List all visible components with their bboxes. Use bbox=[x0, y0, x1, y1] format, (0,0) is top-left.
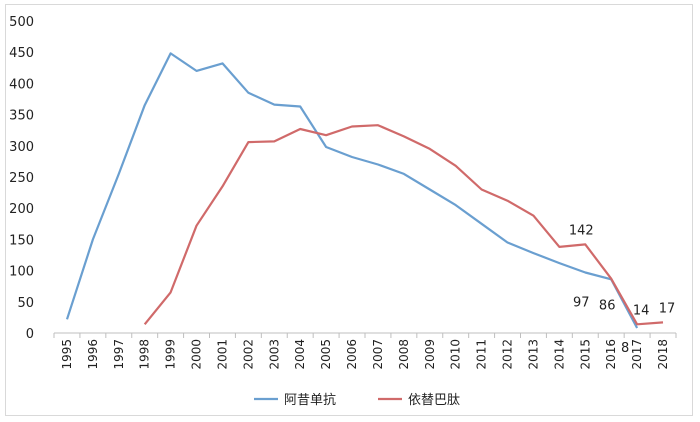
data-label: 8 bbox=[621, 341, 629, 356]
y-tick-label: 400 bbox=[9, 77, 34, 92]
x-tick-label: 2006 bbox=[345, 339, 359, 370]
x-tick-label: 2008 bbox=[397, 339, 411, 370]
y-tick-label: 0 bbox=[26, 327, 34, 342]
data-label: 17 bbox=[659, 301, 676, 316]
series-lines bbox=[65, 52, 664, 329]
y-tick-label: 150 bbox=[9, 233, 34, 248]
y-tick-label: 50 bbox=[17, 296, 34, 311]
x-axis: 1995 1996 1997 1998 1999 2000 2001 2002 2003 2004… bbox=[53, 332, 677, 370]
x-tick-label: 2004 bbox=[293, 339, 307, 370]
data-label: 142 bbox=[569, 223, 594, 238]
y-tick-label: 500 bbox=[9, 15, 34, 30]
x-tick-label: 2000 bbox=[190, 339, 204, 370]
data-label: 97 bbox=[573, 295, 590, 310]
x-tick-label: 2018 bbox=[656, 339, 670, 370]
x-tick-label: 2017 bbox=[630, 339, 644, 370]
data-labels: 97 86 8 142 14 17 bbox=[569, 223, 675, 356]
x-tick-label: 2013 bbox=[526, 339, 540, 370]
x-tick-label: 1996 bbox=[86, 339, 100, 370]
data-label: 86 bbox=[599, 298, 616, 313]
x-tick-label: 1995 bbox=[60, 339, 74, 370]
chart-frame: 0 50 100 150 200 250 300 350 400 450 500 1995 1996 1… bbox=[5, 4, 693, 416]
y-tick-label: 100 bbox=[9, 265, 34, 280]
y-tick-label: 250 bbox=[9, 171, 34, 186]
x-tick-label: 2005 bbox=[319, 339, 333, 370]
legend-label: 依替巴肽 bbox=[408, 393, 460, 408]
y-tick-label: 350 bbox=[9, 109, 34, 124]
x-tick-label: 2007 bbox=[371, 339, 385, 370]
y-axis: 0 50 100 150 200 250 300 350 400 450 500 bbox=[9, 15, 34, 342]
x-tick-label: 2016 bbox=[604, 339, 618, 370]
y-tick-label: 200 bbox=[9, 202, 34, 217]
x-tick-label: 2011 bbox=[475, 339, 489, 370]
x-tick-label: 2015 bbox=[578, 339, 592, 370]
x-tick-label: 1999 bbox=[164, 339, 178, 370]
x-tick-label: 2002 bbox=[241, 339, 255, 370]
legend: 阿昔单抗 依替巴肽 bbox=[254, 393, 460, 408]
x-tick-label: 2001 bbox=[215, 339, 229, 370]
x-tick-label: 2009 bbox=[423, 339, 437, 370]
data-label: 14 bbox=[633, 303, 650, 318]
x-tick-label: 1997 bbox=[112, 339, 126, 370]
x-tick-label: 2003 bbox=[267, 339, 281, 370]
x-tick-label: 1998 bbox=[138, 339, 152, 370]
x-tick-label: 2010 bbox=[449, 339, 463, 370]
y-tick-label: 300 bbox=[9, 140, 34, 155]
series-line-1 bbox=[143, 124, 664, 326]
legend-label: 阿昔单抗 bbox=[284, 393, 336, 408]
y-tick-label: 450 bbox=[9, 46, 34, 61]
x-tick-label: 2012 bbox=[501, 339, 515, 370]
series-line-0 bbox=[65, 52, 639, 329]
x-tick-label: 2014 bbox=[552, 339, 566, 370]
